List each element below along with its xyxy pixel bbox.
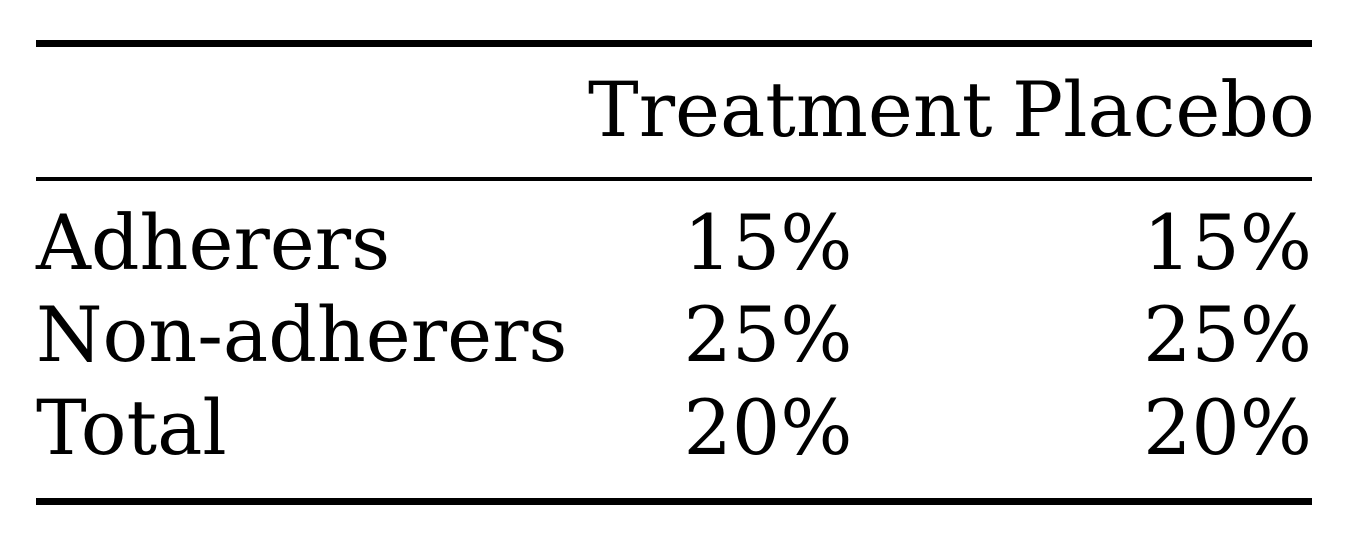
top-rule (36, 40, 1312, 47)
column-header-treatment: Treatment (588, 65, 993, 154)
row-label-non-adherers: Non-adherers (36, 290, 568, 379)
cell-adherers-placebo: 15% (1143, 198, 1312, 287)
cell-non-adherers-placebo: 25% (1143, 290, 1312, 379)
bottom-rule (36, 498, 1312, 505)
results-table: Treatment Placebo Adherers 15% 15% Non-a… (36, 0, 1315, 550)
cell-total-treatment: 20% (683, 383, 853, 472)
column-header-placebo: Placebo (1012, 65, 1315, 154)
header-rule (36, 177, 1312, 181)
cell-total-placebo: 20% (1143, 383, 1312, 472)
row-label-adherers: Adherers (36, 198, 391, 287)
row-label-total: Total (36, 383, 227, 472)
cell-non-adherers-treatment: 25% (683, 290, 853, 379)
cell-adherers-treatment: 15% (683, 198, 853, 287)
